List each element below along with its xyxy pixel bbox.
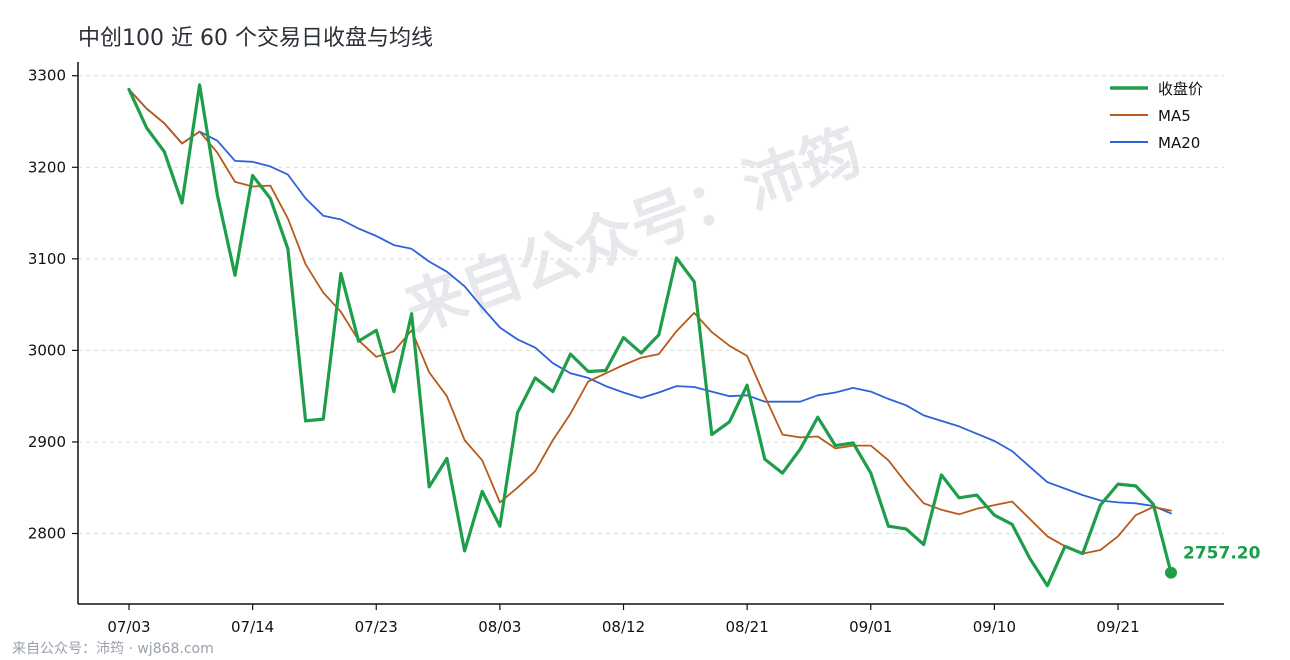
x-axis-ticks: 07/03 07/14 07/23 08/03 08/12 08/21 09/01 09/10… xyxy=(107,604,1140,636)
y-axis-ticks: 2800 2900 3000 3100 3200 3300 xyxy=(28,67,78,543)
ma5-line xyxy=(128,88,1172,555)
last-close-marker xyxy=(1165,566,1177,579)
y-tick-label: 2800 xyxy=(28,525,66,543)
footer-source: 来自公众号：沛筠 · wj868.com xyxy=(12,640,214,657)
x-tick-label: 09/21 xyxy=(1096,618,1139,636)
chart-title: 中创100 近 60 个交易日收盘与均线 xyxy=(78,26,433,51)
x-tick-label: 09/01 xyxy=(849,618,892,636)
x-tick-label: 08/12 xyxy=(602,618,645,636)
y-tick-label: 3200 xyxy=(28,158,66,176)
x-tick-label: 08/21 xyxy=(726,618,769,636)
x-tick-label: 07/23 xyxy=(355,618,398,636)
y-tick-label: 3100 xyxy=(28,250,66,268)
y-tick-label: 3300 xyxy=(28,67,66,85)
y-tick-label: 2900 xyxy=(28,433,66,451)
x-tick-label: 07/03 xyxy=(107,618,150,636)
x-tick-label: 08/03 xyxy=(478,618,521,636)
series-lines xyxy=(127,83,1173,588)
axes xyxy=(77,62,1224,605)
x-tick-label: 07/14 xyxy=(231,618,274,636)
legend-label-ma20: MA20 xyxy=(1158,134,1200,152)
watermark: 来自公众号：沛筠 xyxy=(396,116,871,346)
close-price-line xyxy=(127,83,1173,588)
grid xyxy=(78,75,1224,535)
legend: 收盘价 MA5 MA20 xyxy=(1110,80,1203,152)
legend-label-close: 收盘价 xyxy=(1158,80,1203,98)
y-tick-label: 3000 xyxy=(28,341,66,359)
last-close-label: 2757.20 xyxy=(1183,544,1261,564)
legend-label-ma5: MA5 xyxy=(1158,107,1191,125)
ma20-line xyxy=(128,88,1172,515)
x-tick-label: 09/10 xyxy=(973,618,1016,636)
